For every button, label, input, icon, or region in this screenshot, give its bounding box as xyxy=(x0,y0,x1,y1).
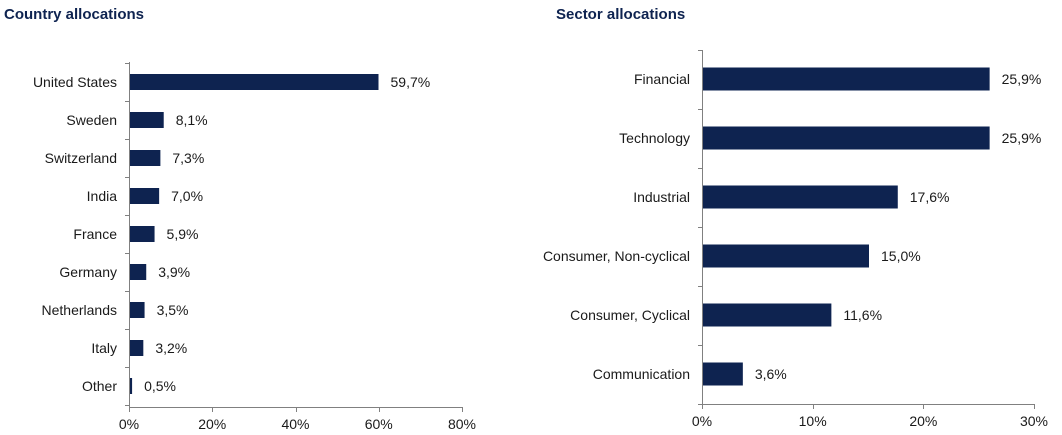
country-value-label: 0,5% xyxy=(144,378,176,394)
country-value-label: 3,5% xyxy=(157,302,189,318)
sector-category-label: Consumer, Non-cyclical xyxy=(543,248,690,264)
sector-value-label: 15,0% xyxy=(881,248,921,264)
sector-bar xyxy=(703,244,869,268)
country-category-label: United States xyxy=(33,74,117,90)
sector-bar xyxy=(703,185,898,209)
country-value-label: 7,0% xyxy=(171,188,203,204)
country-bar xyxy=(130,112,164,128)
country-category-label: France xyxy=(73,226,117,242)
country-x-tick-label: 80% xyxy=(448,416,476,432)
sector-allocations-title: Sector allocations xyxy=(556,6,686,23)
country-value-label: 8,1% xyxy=(176,112,208,128)
country-bar xyxy=(130,340,144,356)
country-x-tick-label: 60% xyxy=(365,416,393,432)
sector-category-label: Industrial xyxy=(633,189,690,205)
sector-x-tick-label: 10% xyxy=(799,413,827,429)
country-bar xyxy=(130,74,379,90)
country-value-label: 3,9% xyxy=(158,264,190,280)
country-category-label: Netherlands xyxy=(42,302,118,318)
sector-value-label: 17,6% xyxy=(910,189,950,205)
country-bar xyxy=(130,188,160,204)
country-category-label: India xyxy=(87,188,118,204)
country-category-label: Germany xyxy=(59,264,117,280)
sector-bar xyxy=(703,303,832,327)
sector-category-label: Financial xyxy=(634,71,690,87)
country-bar xyxy=(130,226,155,242)
sector-x-tick-label: 20% xyxy=(909,413,937,429)
country-value-label: 3,2% xyxy=(155,340,187,356)
country-category-label: Switzerland xyxy=(45,150,117,166)
country-category-label: Other xyxy=(82,378,117,394)
country-x-tick-label: 20% xyxy=(198,416,226,432)
country-bar xyxy=(130,264,147,280)
sector-value-label: 25,9% xyxy=(1002,130,1042,146)
country-category-label: Sweden xyxy=(66,112,117,128)
sector-x-tick-label: 0% xyxy=(692,413,712,429)
sector-value-label: 11,6% xyxy=(843,307,882,323)
country-value-label: 59,7% xyxy=(391,74,431,90)
sector-x-tick-label: 30% xyxy=(1020,413,1048,429)
sector-category-label: Communication xyxy=(593,366,690,382)
country-category-label: Italy xyxy=(91,340,117,356)
sector-bar xyxy=(703,67,990,91)
sector-category-label: Technology xyxy=(619,130,690,146)
country-value-label: 7,3% xyxy=(172,150,204,166)
sector-category-label: Consumer, Cyclical xyxy=(570,307,690,323)
sector-value-label: 3,6% xyxy=(755,366,787,382)
country-bar xyxy=(130,302,145,318)
country-x-tick-label: 0% xyxy=(119,416,139,432)
country-x-tick-label: 40% xyxy=(281,416,309,432)
country-bar xyxy=(130,150,161,166)
country-bar xyxy=(130,378,133,394)
sector-bar xyxy=(703,126,990,150)
country-value-label: 5,9% xyxy=(167,226,199,242)
sector-bar xyxy=(703,362,743,386)
country-allocations-title: Country allocations xyxy=(4,6,145,23)
sector-value-label: 25,9% xyxy=(1002,71,1042,87)
